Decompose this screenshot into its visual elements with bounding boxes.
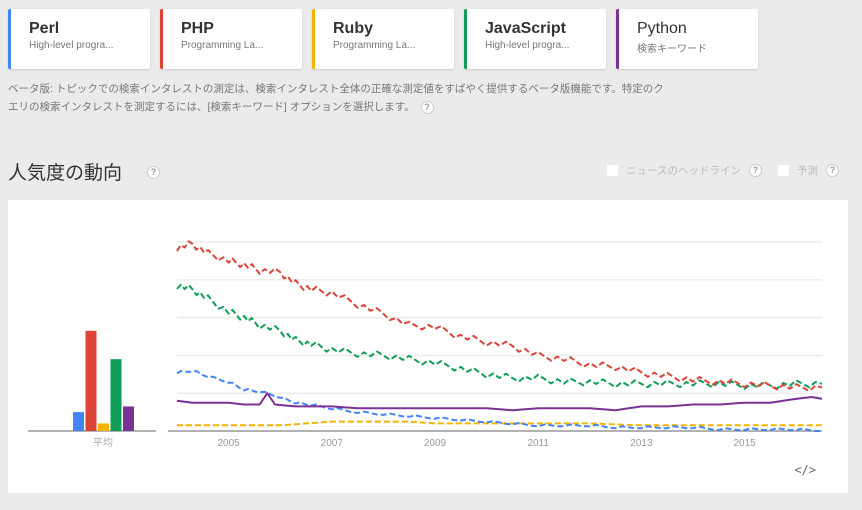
- section-title: 人気度の動向: [8, 163, 123, 184]
- term-subtitle: High-level progra...: [485, 40, 570, 51]
- section-help-icon[interactable]: ?: [147, 166, 160, 179]
- x-tick-label: 2013: [630, 438, 653, 449]
- forecast-help-icon[interactable]: ?: [825, 164, 839, 177]
- term-card-javascript[interactable]: JavaScript High-level progra...: [464, 9, 606, 69]
- embed-code-icon[interactable]: </>: [794, 463, 816, 477]
- news-headlines-label: ニュースのヘッドライン: [626, 165, 741, 177]
- news-help-icon[interactable]: ?: [748, 164, 762, 177]
- series-line-javascript[interactable]: [176, 283, 823, 390]
- help-icon[interactable]: ?: [420, 100, 434, 114]
- average-bar-perl[interactable]: [73, 412, 84, 431]
- average-bar-ruby[interactable]: [98, 423, 109, 431]
- term-subtitle: 検索キーワード: [637, 44, 707, 55]
- news-headlines-option[interactable]: ニュースのヘッドライン ?: [607, 163, 762, 178]
- average-label: 平均: [93, 437, 113, 449]
- beta-notice: ベータ版: トピックでの検索インタレストの測定は、検索インタレスト全体の正確な測…: [8, 80, 708, 116]
- term-subtitle: Programming La...: [181, 40, 264, 51]
- trend-chart[interactable]: 平均 2005 2007 2009 2011 2013 2015: [8, 200, 848, 493]
- x-tick-label: 2007: [321, 438, 344, 449]
- chart-panel: 平均 2005 2007 2009 2011 2013 2015 </>: [8, 200, 848, 493]
- x-tick-label: 2009: [424, 438, 447, 449]
- series-line-perl[interactable]: [176, 370, 822, 432]
- x-tick-label: 2015: [733, 438, 756, 449]
- forecast-label: 予測: [796, 165, 818, 177]
- average-bar-python[interactable]: [123, 406, 134, 431]
- average-bar-javascript[interactable]: [110, 359, 122, 431]
- news-headlines-checkbox[interactable]: [607, 165, 618, 176]
- forecast-option[interactable]: 予測 ?: [777, 163, 839, 178]
- chart-options: ニュースのヘッドライン ? 予測 ?: [607, 163, 839, 178]
- series-line-python[interactable]: [176, 392, 823, 412]
- notice-line-2-text: エリの検索インタレストを測定するには、[検索キーワード] オプションを選択します…: [8, 101, 415, 113]
- series-line-ruby[interactable]: [177, 420, 822, 427]
- term-name: JavaScript: [485, 20, 566, 37]
- term-name: Perl: [29, 20, 60, 37]
- term-subtitle: Programming La...: [333, 40, 416, 51]
- term-name: Ruby: [333, 20, 373, 37]
- term-subtitle: High-level progra...: [29, 40, 114, 51]
- notice-line-1: ベータ版: トピックでの検索インタレストの測定は、検索インタレスト全体の正確な測…: [8, 83, 664, 95]
- term-card-php[interactable]: PHP Programming La...: [160, 9, 302, 69]
- term-card-perl[interactable]: Perl High-level progra...: [8, 9, 150, 69]
- average-bar-php[interactable]: [85, 330, 97, 431]
- term-cards: Perl High-level progra... PHP Programming L…: [8, 9, 758, 69]
- notice-line-2: エリの検索インタレストを測定するには、[検索キーワード] オプションを選択します…: [8, 98, 708, 116]
- term-name: PHP: [181, 20, 214, 37]
- x-tick-label: 2005: [217, 438, 240, 449]
- term-card-ruby[interactable]: Ruby Programming La...: [312, 9, 454, 69]
- term-card-python[interactable]: Python 検索キーワード: [616, 9, 758, 69]
- term-name: Python: [637, 20, 687, 37]
- forecast-checkbox[interactable]: [777, 165, 789, 176]
- x-tick-label: 2011: [527, 438, 549, 449]
- series-line-php[interactable]: [176, 240, 823, 392]
